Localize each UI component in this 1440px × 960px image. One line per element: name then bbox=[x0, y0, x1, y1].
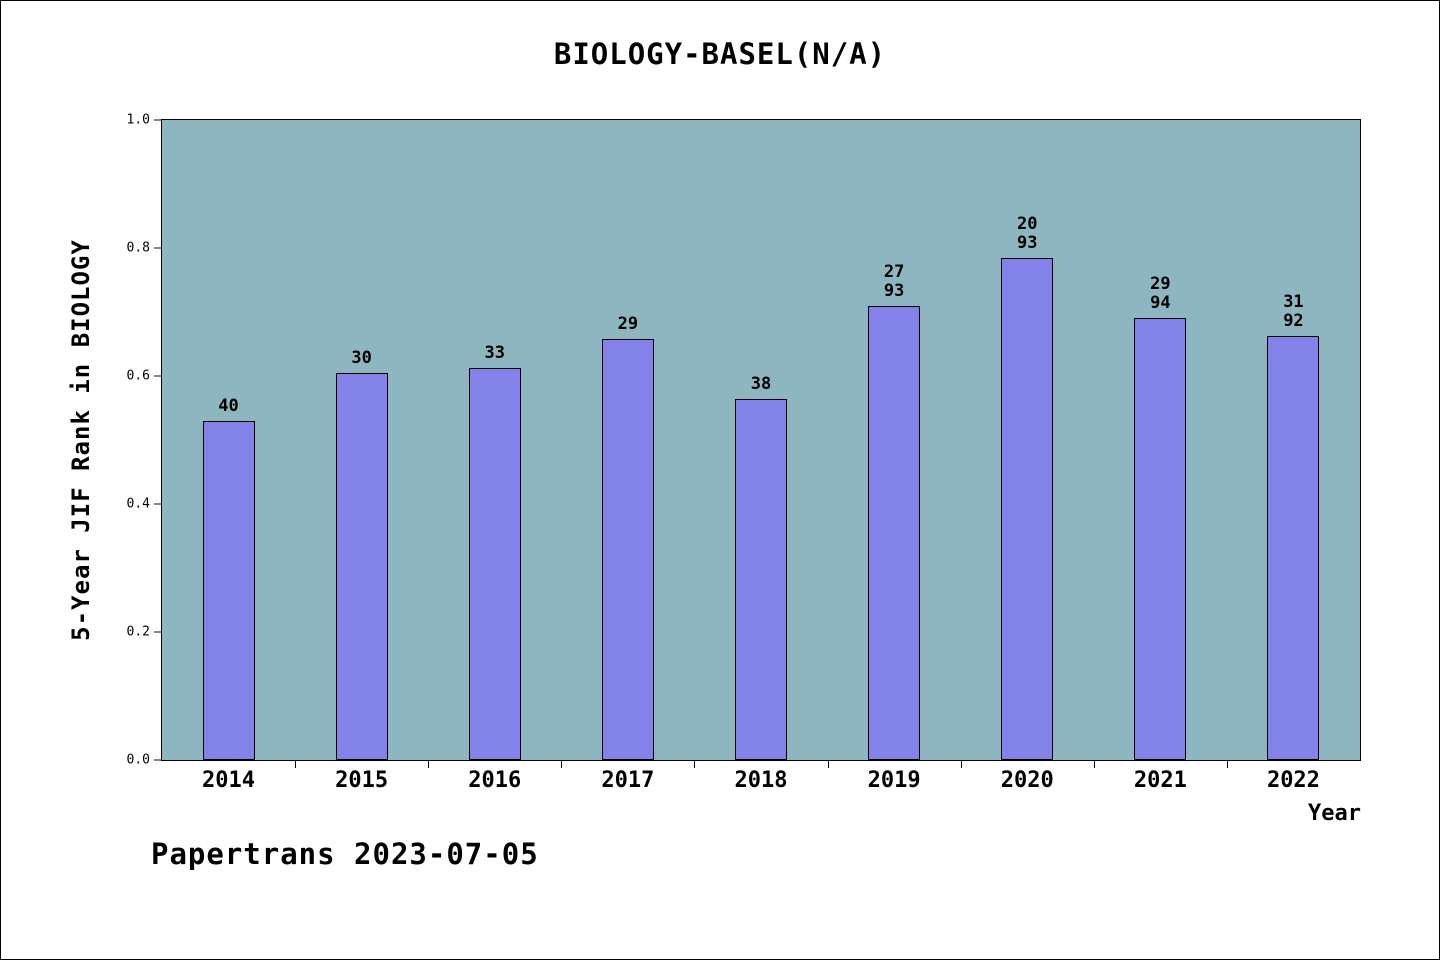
y-tick-label: 1.0 bbox=[126, 112, 150, 128]
x-tick-label-2015: 2015 bbox=[335, 768, 389, 793]
y-tick-label: 0.2 bbox=[126, 624, 150, 640]
y-tick-mark bbox=[154, 375, 162, 377]
bar-value-label-2018: 38 bbox=[750, 374, 772, 395]
y-tick-label: 0.0 bbox=[126, 752, 150, 768]
y-tick-mark bbox=[154, 759, 162, 761]
chart-title: BIOLOGY-BASEL(N/A) bbox=[553, 37, 887, 71]
bar-2020 bbox=[1001, 257, 1054, 760]
x-tick-mark bbox=[1093, 760, 1095, 768]
bar-value-label-2020: 20 93 bbox=[1016, 213, 1038, 253]
bar-value-label-2021: 29 94 bbox=[1150, 274, 1171, 314]
x-tick-mark bbox=[428, 760, 430, 768]
x-tick-label-2021: 2021 bbox=[1133, 768, 1187, 793]
bar-2022 bbox=[1267, 335, 1320, 760]
bar-2014 bbox=[202, 421, 255, 760]
x-tick-mark bbox=[960, 760, 962, 768]
x-axis-label: Year bbox=[1308, 801, 1361, 826]
bar-value-label-2014: 40 bbox=[218, 396, 239, 417]
bar-value-label-2015: 30 bbox=[351, 347, 372, 368]
x-tick-mark bbox=[1226, 760, 1228, 768]
x-tick-label-2017: 2017 bbox=[601, 768, 655, 793]
bar-2018 bbox=[735, 399, 787, 760]
x-tick-mark bbox=[295, 760, 297, 768]
y-tick-label: 0.4 bbox=[126, 496, 150, 512]
bar-value-label-2017: 29 bbox=[617, 313, 639, 334]
y-tick-mark bbox=[154, 247, 162, 249]
x-tick-label-2022: 2022 bbox=[1266, 768, 1320, 793]
bar-2017 bbox=[601, 338, 654, 760]
y-tick-mark bbox=[154, 503, 162, 505]
x-tick-label-2019: 2019 bbox=[867, 768, 921, 793]
y-tick-label: 0.6 bbox=[126, 368, 150, 384]
bar-2021 bbox=[1134, 318, 1187, 760]
plot-area: 0.0 0.2 0.4 0.6 0.8 1.0 40 2014 30 2015 33 2016 29 20… bbox=[127, 113, 1361, 793]
x-tick-mark bbox=[827, 760, 829, 768]
watermark-text: Papertrans 2023-07-05 bbox=[151, 837, 539, 871]
bar-2019 bbox=[868, 305, 921, 760]
bar-value-label-2019: 27 93 bbox=[883, 261, 905, 301]
x-tick-mark bbox=[561, 760, 563, 768]
bar-value-label-2016: 33 bbox=[484, 343, 506, 364]
x-tick-label-2020: 2020 bbox=[1000, 768, 1054, 793]
y-tick-label: 0.8 bbox=[126, 240, 150, 256]
x-tick-label-2014: 2014 bbox=[202, 768, 256, 793]
bar-value-label-2022: 31 92 bbox=[1283, 291, 1304, 331]
y-tick-mark bbox=[154, 119, 162, 121]
y-axis-label: 5-Year JIF Rank in BIOLOGY bbox=[67, 239, 95, 641]
bar-2015 bbox=[335, 372, 388, 760]
x-tick-label-2016: 2016 bbox=[468, 768, 522, 793]
x-tick-mark bbox=[694, 760, 696, 768]
y-tick-mark bbox=[154, 631, 162, 633]
bar-2016 bbox=[468, 368, 521, 760]
x-tick-label-2018: 2018 bbox=[734, 768, 788, 793]
